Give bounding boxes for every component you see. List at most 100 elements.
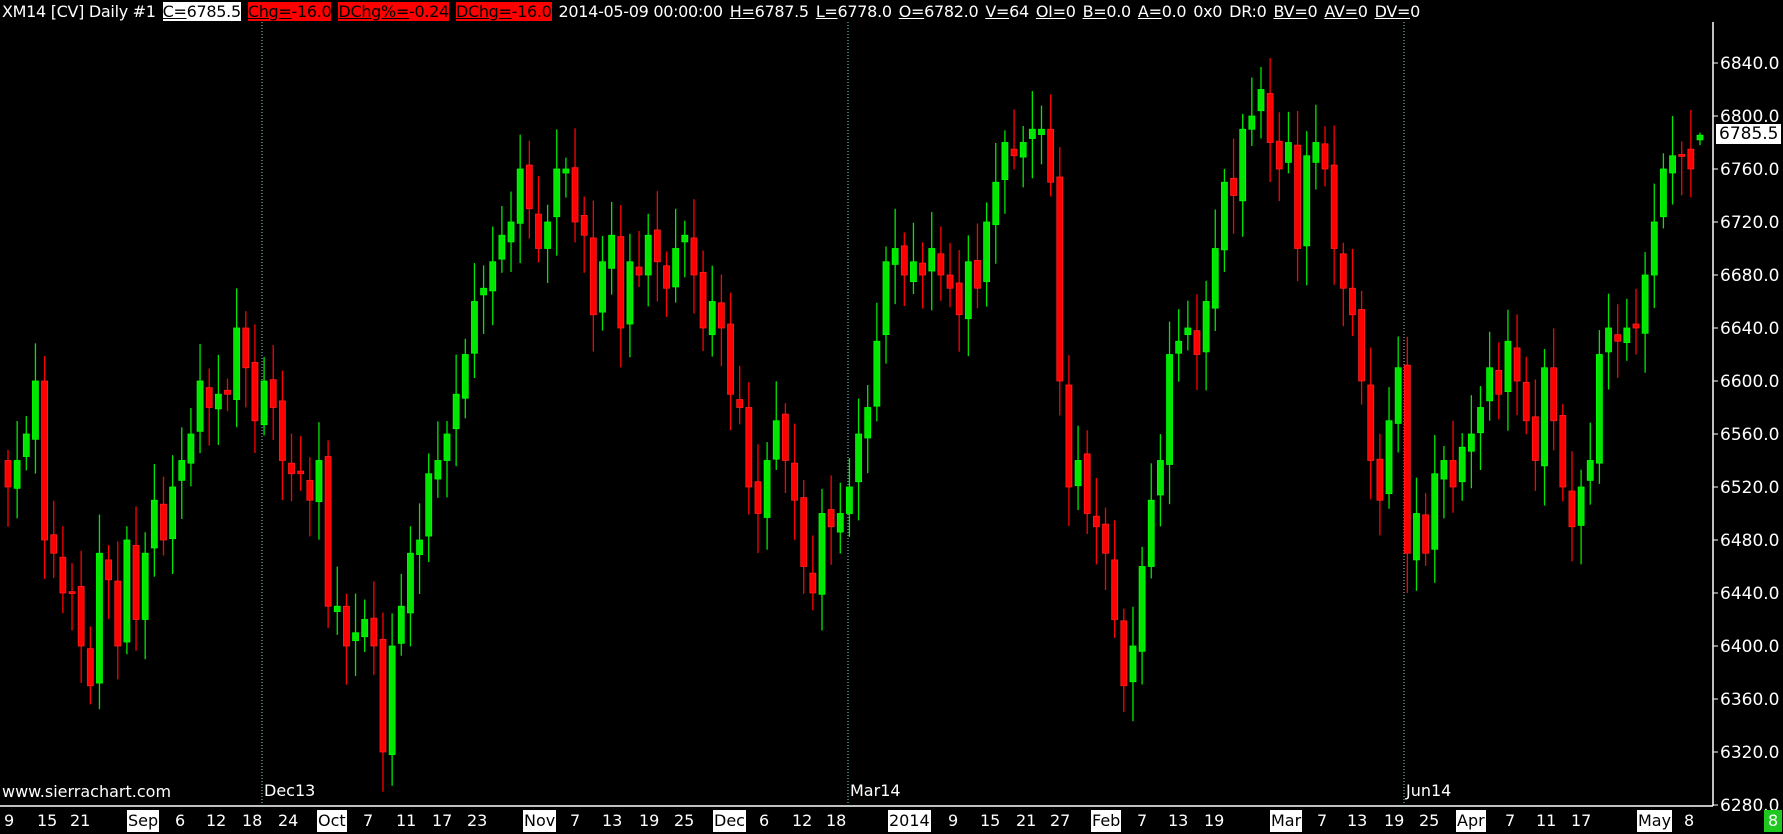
candle-down [525, 164, 533, 210]
candle-up [1221, 181, 1228, 251]
x-tick-label: 9 [948, 811, 959, 830]
candle-up [1696, 134, 1704, 141]
candle-up [1486, 367, 1494, 402]
candle-down [297, 470, 305, 475]
candle-up [1312, 142, 1320, 163]
candle-down [1275, 140, 1283, 170]
header-field: BV=0 [1273, 1, 1318, 21]
candle-up [1138, 566, 1146, 652]
candle-down [800, 497, 808, 567]
candle-up [818, 513, 826, 595]
candle-up [233, 327, 241, 400]
candle-down [589, 237, 597, 316]
candle-down [1120, 620, 1128, 687]
header-field: 0x0 [1193, 1, 1223, 21]
candle-up [1166, 354, 1173, 465]
candle-up [397, 605, 405, 644]
x-tick-label: 7 [1317, 811, 1328, 830]
candle-up [1577, 486, 1585, 526]
candle-up [22, 433, 30, 457]
x-tick-label: Apr [1456, 810, 1486, 832]
candle-up [13, 460, 21, 489]
candle-down [974, 260, 981, 289]
candle-up [1147, 499, 1155, 567]
x-tick-label: 7 [363, 811, 374, 830]
candle-up [644, 234, 652, 276]
candle-up [1541, 367, 1548, 467]
candle-down [1321, 143, 1329, 170]
header-field: O=6782.0 [898, 1, 979, 21]
x-tick-label: 8 [1684, 811, 1695, 830]
candle-up [1248, 115, 1256, 130]
header-field-key: B= [1082, 1, 1107, 21]
y-tick-label: 6440.0 [1720, 584, 1779, 604]
candle-up [315, 460, 323, 502]
header-field: OI=0 [1035, 1, 1076, 21]
x-tick-label: 7 [1137, 811, 1148, 830]
candle-up [352, 632, 359, 642]
candle-down [946, 274, 954, 289]
y-tick-label: 6480.0 [1720, 531, 1779, 551]
watermark: www.sierrachart.com [2, 782, 172, 801]
last-price-label: 6785.5 [1716, 124, 1782, 144]
period-marker-label: Jun14 [1406, 781, 1452, 800]
candle-down [105, 559, 113, 581]
candle-up [1074, 460, 1082, 487]
candle-up [599, 261, 606, 313]
candle-up [141, 552, 149, 620]
x-tick-label: 7 [570, 811, 581, 830]
candle-up [1129, 645, 1137, 683]
candle-up [672, 248, 680, 288]
period-marker-label: Mar14 [850, 781, 901, 800]
candle-down [663, 265, 670, 289]
candle-up [626, 261, 634, 325]
candle-down [269, 379, 277, 408]
x-tick-label: 6 [175, 811, 186, 830]
candle-down [1559, 415, 1567, 488]
candle-down [324, 456, 332, 607]
candle-up [562, 168, 570, 174]
x-tick-label: 15 [37, 811, 58, 830]
candle-down [1495, 369, 1503, 395]
x-tick-label: 9 [4, 811, 15, 830]
x-tick-label: 25 [674, 811, 695, 830]
candle-up [553, 168, 561, 218]
candle-up [1641, 274, 1649, 334]
candle-down [160, 503, 167, 541]
x-tick-label: 2014 [888, 810, 931, 832]
candle-up [928, 248, 936, 272]
x-tick-label: 17 [1571, 811, 1592, 830]
y-tick-label: 6720.0 [1720, 213, 1779, 233]
candle-up [1385, 420, 1393, 495]
candle-up [1001, 142, 1009, 180]
candle-up [361, 619, 369, 638]
candle-up [260, 380, 268, 426]
candle-up [187, 433, 195, 464]
x-tick-label: 13 [602, 811, 623, 830]
candle-up [498, 234, 506, 260]
x-tick-label: 18 [826, 811, 847, 830]
candle-down [1531, 416, 1539, 461]
header-field: L=6778.0 [815, 1, 892, 21]
candle-down [68, 591, 76, 595]
candle-down [635, 266, 643, 276]
candle-up [214, 393, 222, 410]
header-field: V=64 [985, 1, 1029, 21]
candle-down [1193, 330, 1201, 355]
candle-down [86, 648, 94, 687]
candle-up [882, 261, 890, 336]
candle-up [1431, 473, 1439, 550]
candle-down [288, 462, 295, 475]
candle-down [1056, 176, 1064, 382]
header-field-key: DChg%= [338, 1, 410, 21]
header-field-key: V= [985, 1, 1010, 21]
candle-down [1349, 287, 1356, 316]
candle-up [150, 499, 158, 549]
y-tick-label: 6400.0 [1720, 637, 1779, 657]
candle-down [699, 271, 707, 329]
candle-down [1403, 364, 1411, 554]
candle-up [416, 539, 423, 555]
candle-down [791, 462, 798, 501]
x-tick-label: 6 [759, 811, 770, 830]
